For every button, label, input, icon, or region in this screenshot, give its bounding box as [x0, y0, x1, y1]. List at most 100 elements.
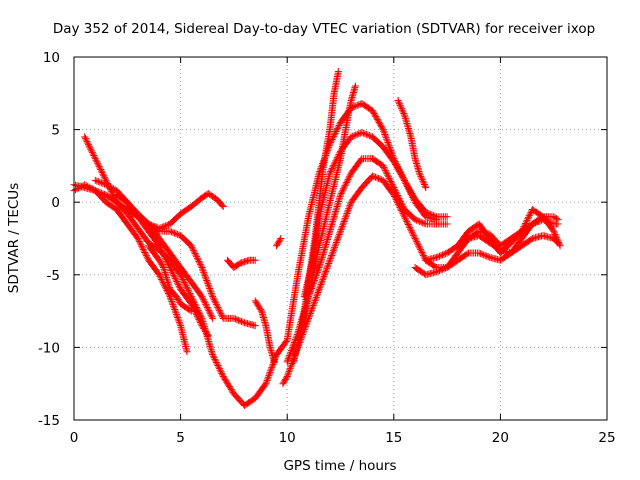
series-track-19 — [454, 205, 564, 257]
data-point — [337, 227, 344, 235]
data-point — [362, 130, 370, 138]
data-point — [338, 224, 346, 232]
data-point — [518, 226, 526, 234]
data-point — [370, 173, 378, 181]
data-point — [199, 323, 207, 331]
data-point — [253, 300, 261, 308]
data-point — [316, 282, 324, 290]
data-point — [284, 356, 292, 364]
data-point — [374, 117, 382, 125]
data-point — [313, 292, 321, 300]
data-point — [442, 250, 450, 258]
data-point — [168, 297, 176, 305]
data-point — [197, 262, 205, 270]
data-point — [435, 252, 443, 260]
data-point — [414, 241, 422, 249]
data-point — [189, 303, 197, 311]
data-point — [154, 226, 162, 234]
data-point — [328, 135, 336, 143]
data-point — [394, 97, 402, 105]
data-point — [417, 172, 425, 180]
data-point — [365, 132, 373, 140]
data-point — [406, 187, 414, 195]
data-point — [208, 313, 216, 321]
data-point — [520, 223, 528, 231]
data-point — [174, 281, 182, 289]
data-point — [416, 171, 424, 179]
data-point — [204, 332, 212, 340]
data-point — [186, 299, 194, 307]
data-point — [157, 259, 165, 267]
data-point — [84, 182, 92, 190]
data-point — [108, 189, 116, 197]
data-point — [172, 309, 180, 317]
data-point — [355, 130, 363, 138]
data-point — [168, 268, 176, 276]
data-point — [200, 268, 208, 276]
data-point — [219, 372, 227, 380]
data-point — [164, 259, 172, 267]
data-point — [159, 262, 167, 270]
data-point — [225, 383, 233, 391]
data-point — [158, 246, 166, 254]
grid-lines — [74, 57, 607, 420]
data-point — [414, 217, 422, 225]
data-point — [265, 370, 273, 378]
data-point — [550, 229, 558, 237]
data-point — [404, 220, 412, 228]
data-point — [284, 371, 292, 379]
data-point — [155, 242, 163, 250]
data-point — [395, 98, 403, 106]
data-point — [180, 277, 188, 285]
data-point — [333, 237, 341, 245]
data-point — [443, 220, 451, 228]
data-point — [176, 284, 184, 292]
data-point — [399, 108, 407, 116]
data-point — [483, 252, 491, 260]
data-point — [172, 230, 180, 238]
data-points — [70, 68, 564, 409]
data-point — [171, 274, 179, 282]
data-point — [397, 103, 405, 111]
data-point — [330, 161, 338, 169]
data-point — [322, 268, 330, 276]
data-point — [196, 259, 204, 267]
y-axis-label: SDTVAR / TECUs — [6, 183, 22, 293]
chart-title: Day 352 of 2014, Sidereal Day-to-day VTE… — [53, 21, 595, 37]
data-point — [205, 307, 213, 315]
data-point — [553, 235, 561, 243]
data-point — [347, 200, 355, 208]
data-point — [73, 185, 81, 193]
data-point — [407, 227, 415, 235]
data-point — [339, 221, 347, 229]
data-point — [521, 221, 529, 229]
data-point — [82, 182, 90, 190]
data-point — [393, 163, 401, 171]
data-point — [317, 280, 325, 288]
data-point — [176, 269, 184, 277]
data-point — [198, 293, 206, 301]
data-point — [409, 194, 417, 202]
data-point — [330, 160, 338, 168]
data-point — [111, 195, 119, 203]
data-point — [268, 364, 276, 372]
data-point — [419, 252, 427, 260]
data-point — [410, 195, 418, 203]
data-point — [194, 314, 202, 322]
data-point — [134, 235, 142, 242]
data-point — [524, 215, 532, 223]
data-point — [167, 267, 175, 275]
data-point — [326, 256, 334, 264]
data-point — [173, 312, 181, 320]
data-point — [403, 217, 411, 225]
data-point — [86, 144, 94, 152]
data-point — [274, 239, 282, 247]
data-point — [373, 114, 381, 122]
data-point — [214, 303, 222, 311]
data-point — [527, 235, 535, 243]
data-point — [334, 123, 342, 131]
data-point — [380, 163, 388, 171]
data-point — [219, 203, 227, 211]
y-tick-label: -10 — [38, 340, 60, 356]
data-point — [172, 276, 180, 284]
